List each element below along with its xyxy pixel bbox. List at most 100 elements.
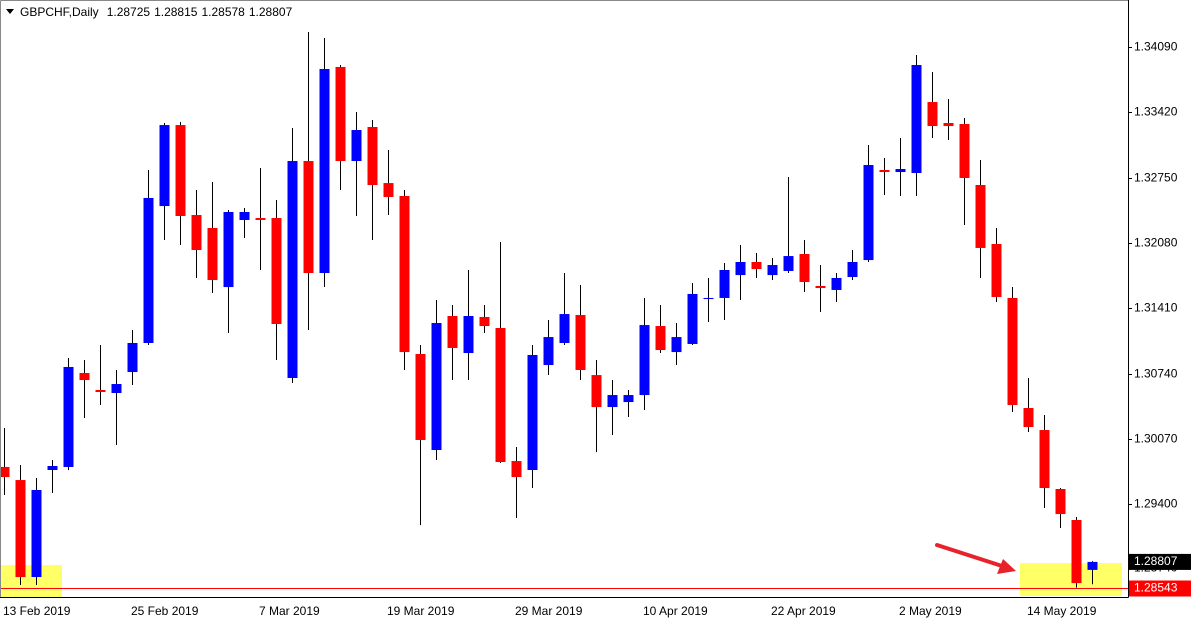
- candle-body: [719, 269, 730, 298]
- candle-body: [239, 211, 250, 220]
- support-price-label: 1.28543: [1134, 581, 1178, 595]
- candle-body: [767, 265, 778, 276]
- candle-body: [399, 196, 410, 353]
- candle-body: [559, 314, 570, 343]
- y-tick-label: 1.32080: [1134, 236, 1178, 250]
- candle-body: [287, 161, 298, 378]
- support-price-box: [1129, 580, 1191, 597]
- current-price-label: 1.28807: [1134, 554, 1178, 568]
- y-tick-label: 1.29400: [1134, 497, 1178, 511]
- candle-body: [351, 130, 362, 162]
- candle-body: [1023, 408, 1034, 428]
- candle-body: [687, 293, 698, 344]
- candle-body: [671, 337, 682, 353]
- symbol-title: GBPCHF,Daily: [20, 5, 99, 19]
- candle-body: [31, 489, 42, 578]
- candle-body: [591, 375, 602, 408]
- candle-body: [335, 66, 346, 162]
- candle-body: [319, 69, 330, 274]
- header-open: 1.28725: [107, 5, 151, 19]
- candle-body: [895, 169, 906, 173]
- y-tick-label: 1.34090: [1134, 40, 1178, 54]
- candle-body: [191, 215, 202, 251]
- arrow-shaft: [935, 543, 1004, 568]
- y-tick-label: 1.31410: [1134, 301, 1178, 315]
- y-tick-label: 1.32750: [1134, 171, 1178, 185]
- candle-body: [1039, 430, 1050, 489]
- candle-body: [479, 316, 490, 327]
- candle-body: [159, 125, 170, 207]
- candle-body: [47, 466, 58, 470]
- candle-body: [607, 395, 618, 408]
- candle-body: [495, 327, 506, 463]
- candle-body: [63, 366, 74, 467]
- candle-body: [143, 197, 154, 343]
- candle-body: [15, 480, 26, 578]
- header: GBPCHF,Daily 1.28725 1.28815 1.28578 1.28807: [6, 5, 293, 19]
- candle-body: [959, 123, 970, 178]
- candle-body: [223, 211, 234, 288]
- candle-body: [431, 323, 442, 451]
- price-labels: 1.28807 1.28543: [1129, 553, 1191, 597]
- x-tick-label: 14 May 2019: [1027, 604, 1097, 618]
- candle-body: [639, 325, 650, 396]
- x-tick-label: 10 Apr 2019: [643, 604, 708, 618]
- candle-body: [991, 243, 1002, 297]
- candle-body: [111, 384, 122, 393]
- candle-body: [415, 354, 426, 440]
- candle-body: [623, 395, 634, 403]
- candle-body: [975, 184, 986, 248]
- y-tick-label: 1.33420: [1134, 105, 1178, 119]
- arrow: [935, 543, 1016, 574]
- candle-body: [831, 277, 842, 290]
- x-tick-label: 13 Feb 2019: [3, 604, 71, 618]
- candle-body: [175, 125, 186, 216]
- candle-body: [367, 127, 378, 185]
- candle-body: [447, 315, 458, 348]
- candle-body: [575, 315, 586, 370]
- header-triangle: [6, 9, 14, 14]
- candle-body: [927, 102, 938, 127]
- candle-body: [815, 285, 826, 289]
- candle-body: [799, 254, 810, 282]
- candles: [0, 31, 1098, 588]
- y-tick-label: 1.30070: [1134, 432, 1178, 446]
- candle-body: [543, 337, 554, 366]
- x-tick-label: 29 Mar 2019: [515, 604, 583, 618]
- candle-body: [303, 161, 314, 274]
- candle-body: [511, 461, 522, 478]
- header-low: 1.28578: [201, 5, 245, 19]
- candle-body: [879, 169, 890, 173]
- candle-body: [383, 183, 394, 197]
- current-price-box: [1129, 553, 1191, 570]
- candle-body: [95, 389, 106, 393]
- header-close: 1.28807: [249, 5, 293, 19]
- candle-body: [655, 326, 666, 351]
- y-tick-label: 1.30740: [1134, 367, 1178, 381]
- candle-body: [207, 227, 218, 281]
- candle-body: [0, 466, 10, 478]
- candle-body: [1071, 519, 1082, 584]
- candle-body: [271, 218, 282, 324]
- highlight-left: [0, 565, 62, 597]
- candle-body: [783, 256, 794, 271]
- header-high: 1.28815: [154, 5, 198, 19]
- header-text: GBPCHF,Daily 1.28725 1.28815 1.28578 1.28807: [20, 5, 293, 19]
- candle-body: [735, 261, 746, 276]
- candle-body: [943, 123, 954, 127]
- candle-body: [847, 261, 858, 278]
- candle-body: [863, 165, 874, 261]
- candle-body: [127, 342, 138, 373]
- candle-body: [1055, 489, 1066, 515]
- candle-body: [751, 261, 762, 270]
- arrow-head: [997, 559, 1016, 574]
- candle-body: [463, 315, 474, 354]
- candle-body: [911, 65, 922, 174]
- highlight-right: [1020, 563, 1122, 596]
- candle-body: [703, 297, 714, 300]
- x-tick-label: 25 Feb 2019: [131, 604, 199, 618]
- candle-body: [79, 373, 90, 381]
